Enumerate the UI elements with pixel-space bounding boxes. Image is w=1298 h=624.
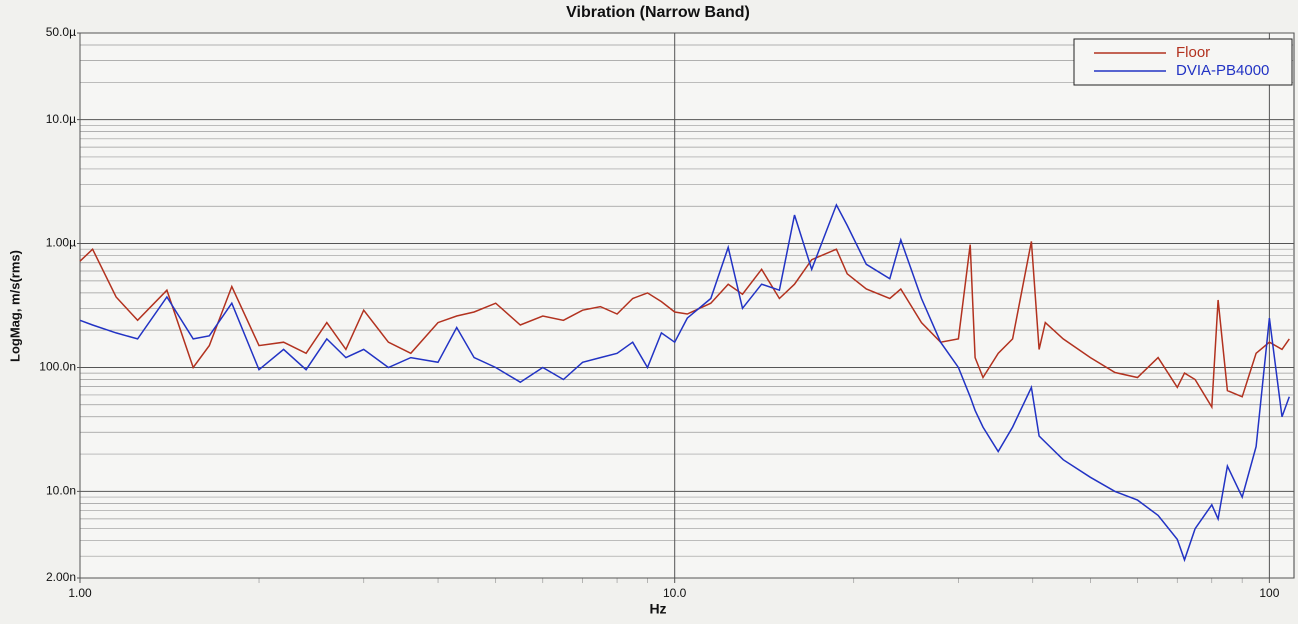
y-tick-label: 1.00µ [46,236,76,250]
x-tick-label: 100 [1259,586,1279,600]
y-tick-label: 10.0n [46,484,76,498]
x-axis-label: Hz [649,601,666,617]
legend-label: DVIA-PB4000 [1176,62,1269,79]
x-tick-label: 1.00 [68,586,92,600]
legend-label: Floor [1176,44,1210,61]
y-axis-label: LogMag, m/s(rms) [7,250,22,362]
plot-area [79,32,1295,579]
data-line [79,241,1290,410]
chart-title: Vibration (Narrow Band) [566,4,750,21]
data-line [79,203,1291,563]
y-tick-label: 10.0µ [46,112,76,126]
y-tick-label: 50.0µ [46,25,76,39]
y-tick-label: 2.00n [46,570,76,584]
x-tick-label: 10.0 [663,586,687,600]
legend-box [1073,38,1293,86]
y-tick-label: 100.0n [39,360,76,374]
